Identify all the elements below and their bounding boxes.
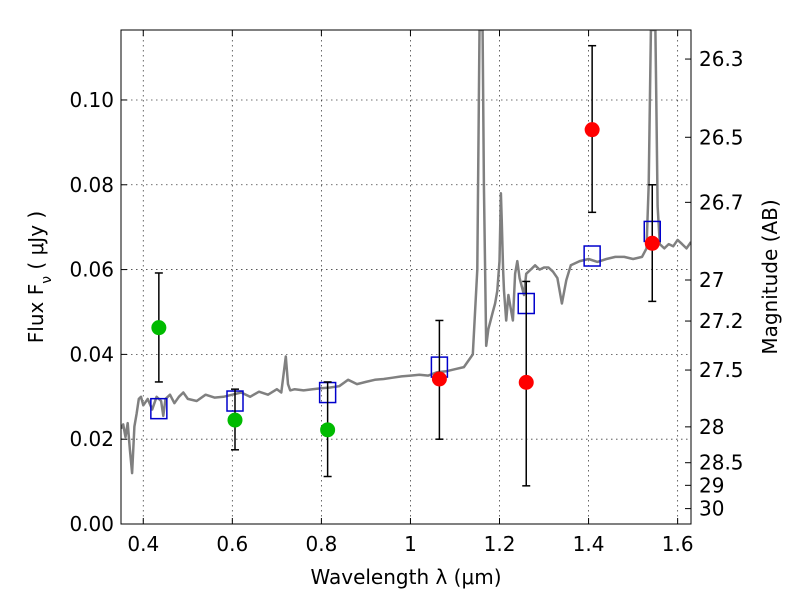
photometry-point-green <box>227 388 243 451</box>
x-tick-label: 1 <box>404 532 417 556</box>
y-axis-title-main: Flux F <box>24 284 48 343</box>
x-axis-title: Wavelength λ (μm) <box>310 565 501 589</box>
y-tick-label: 0.06 <box>69 258 114 282</box>
y-tick-label: 0.00 <box>69 512 114 536</box>
x-tick-label: 0.4 <box>127 532 159 556</box>
spectrum-line <box>121 30 691 475</box>
photometry-point-green <box>320 381 336 478</box>
data-point <box>227 412 243 428</box>
right-tick-label: 27 <box>699 268 724 292</box>
photometry-point-red <box>431 319 447 440</box>
right-tick-label: 28.5 <box>699 451 744 475</box>
data-point <box>151 320 167 336</box>
photometry-point-red <box>644 184 660 303</box>
photometry-point-green <box>151 272 167 383</box>
right-tick-label: 29 <box>699 473 724 497</box>
right-tick-label: 26.5 <box>699 125 744 149</box>
x-tick-label: 0.6 <box>216 532 248 556</box>
marks-layer <box>150 44 662 487</box>
right-tick-label: 28 <box>699 415 724 439</box>
data-point <box>518 374 534 390</box>
right-tick-label: 26.3 <box>699 47 744 71</box>
model-box <box>583 245 601 267</box>
plot-frame <box>120 29 692 525</box>
y-axis-title: Flux Fν ( μJy ) <box>24 211 55 343</box>
y-tick-label: 0.08 <box>69 173 114 197</box>
data-point <box>584 122 600 138</box>
photometry-point-red <box>584 44 600 214</box>
x-tick-label: 0.8 <box>305 532 337 556</box>
y-tick-label: 0.10 <box>69 88 114 112</box>
y-axis-title-subscript: ν <box>39 276 55 284</box>
y-tick-label: 0.04 <box>69 342 114 366</box>
x-tick-label: 1.6 <box>662 532 694 556</box>
y-axis-title-unit: ( μJy ) <box>24 211 48 276</box>
data-point <box>644 235 660 251</box>
data-point <box>320 422 336 438</box>
right-tick-label: 27.5 <box>699 358 744 382</box>
ticks: 0.4 0.6 0.8 1 1.2 1.4 1.6 0.00 0.02 0.04 0.06 0.08 0… <box>69 30 744 556</box>
photometry-point-red <box>518 280 534 487</box>
right-tick-label: 26.7 <box>699 190 744 214</box>
spectrum-layer <box>121 30 691 475</box>
x-tick-label: 1.4 <box>573 532 605 556</box>
y-right-axis-title: Magnitude (AB) <box>758 199 782 354</box>
x-tick-label: 1.2 <box>484 532 516 556</box>
model-box <box>150 397 168 420</box>
right-tick-label: 27.2 <box>699 309 744 333</box>
right-tick-label: 30 <box>699 497 724 521</box>
y-tick-label: 0.02 <box>69 427 114 451</box>
data-point <box>431 371 447 387</box>
